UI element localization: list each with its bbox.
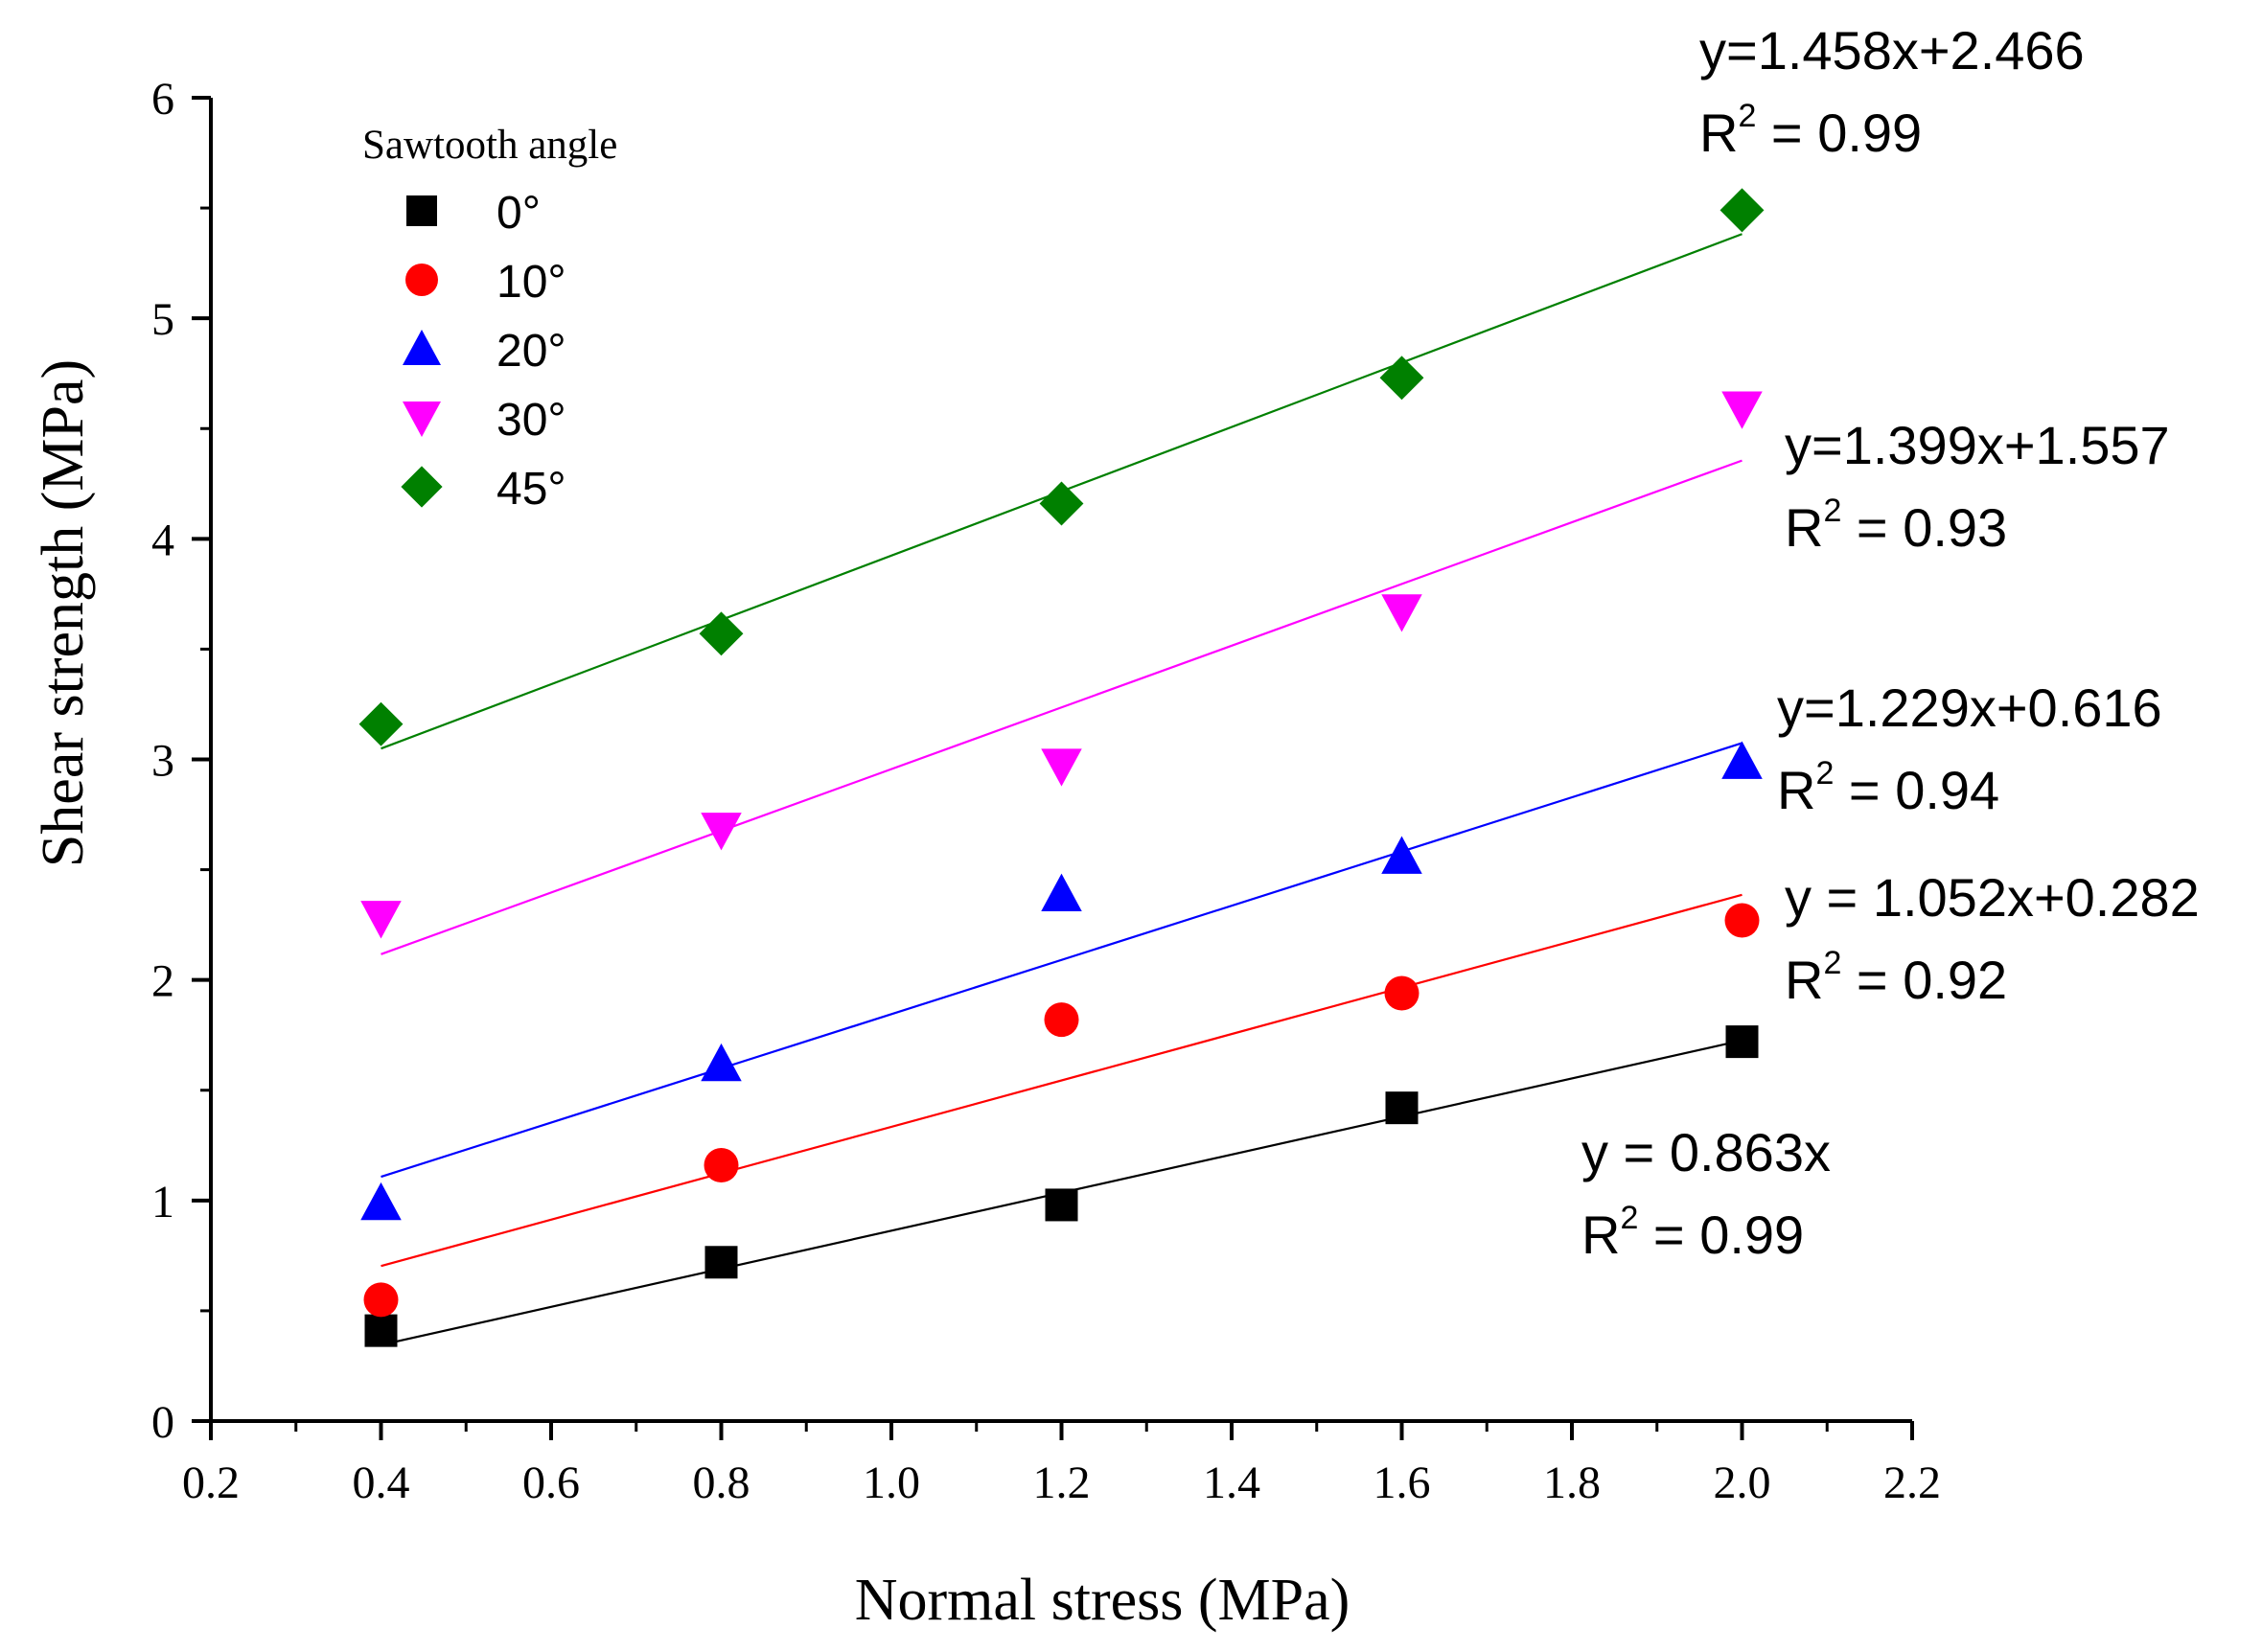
data-point (363, 1282, 399, 1318)
data-point (1379, 356, 1424, 401)
x-tick-label: 1.6 (1373, 1457, 1431, 1508)
data-point (1381, 836, 1422, 874)
fit-line (381, 893, 1743, 1268)
legend-title: Sawtooth angle (362, 123, 617, 168)
y-tick-label: 0 (151, 1397, 174, 1448)
data-point (1041, 748, 1082, 787)
x-tick-label: 1.8 (1543, 1457, 1601, 1508)
x-tick-label: 0.2 (182, 1457, 240, 1508)
legend-marker (403, 330, 441, 365)
data-point (1039, 481, 1084, 526)
fit-equation: y=1.458x+2.466 (1699, 20, 2085, 80)
data-point (1724, 903, 1760, 938)
fit-r-squared: R2 = 0.92 (1785, 945, 2007, 1010)
data-point (704, 1246, 738, 1279)
x-tick-label: 2.0 (1714, 1457, 1771, 1508)
fit-r-squared: R2 = 0.99 (1699, 98, 1922, 163)
legend-marker (401, 466, 443, 508)
x-tick-label: 0.6 (522, 1457, 580, 1508)
data-point (701, 1043, 742, 1082)
fit-r-squared: R2 = 0.99 (1581, 1200, 1804, 1265)
x-tick-label: 0.4 (353, 1457, 410, 1508)
y-tick-label: 5 (151, 294, 174, 345)
data-point (1725, 1025, 1759, 1059)
data-point (358, 701, 404, 746)
fit-r-squared: R2 = 0.94 (1777, 755, 1999, 820)
plot-area: 0.2 0.4 0.6 0.8 1.0 1.2 1.4 1.6 1.8 2.0 2.2 0 1 2 3 4 5 6… (151, 20, 2200, 1508)
legend-marker (405, 264, 438, 296)
y-tick-label: 4 (151, 515, 174, 565)
fit-line (381, 742, 1743, 1179)
x-tick-label: 2.2 (1883, 1457, 1941, 1508)
x-tick-label: 1.2 (1033, 1457, 1091, 1508)
legend-label: 30° (496, 395, 566, 446)
legend-label: 45° (496, 464, 566, 515)
fit-r-squared: R2 = 0.93 (1785, 493, 2007, 558)
x-tick-label: 1.0 (863, 1457, 920, 1508)
y-tick-label: 6 (151, 74, 174, 125)
data-point (1721, 741, 1763, 779)
y-tick-label: 3 (151, 736, 174, 787)
data-point (360, 1182, 402, 1221)
data-point (364, 1314, 398, 1347)
x-tick-label: 1.4 (1203, 1457, 1260, 1508)
legend-label: 20° (496, 326, 566, 377)
data-point (1384, 975, 1420, 1011)
data-point (1721, 391, 1763, 429)
x-tick-label: 0.8 (693, 1457, 750, 1508)
x-axis-label: Normal stress (MPa) (855, 1568, 1350, 1633)
y-axis-label: Shear strength (MPa) (31, 359, 96, 867)
data-point (1720, 188, 1765, 233)
legend-label: 0° (496, 188, 541, 239)
fit-line (381, 459, 1743, 955)
y-tick-label: 1 (151, 1177, 174, 1228)
fit-equation: y = 1.052x+0.282 (1785, 867, 2200, 928)
legend-marker (403, 402, 441, 437)
data-point (699, 611, 744, 656)
fit-equation: y = 0.863x (1581, 1122, 1831, 1182)
y-tick-label: 2 (151, 956, 174, 1007)
data-point (701, 813, 742, 851)
fit-equation: y=1.399x+1.557 (1785, 415, 2170, 475)
fit-equation: y=1.229x+0.616 (1777, 677, 2162, 738)
legend-marker (406, 195, 437, 226)
data-point (360, 901, 402, 939)
data-point (704, 1148, 739, 1183)
data-point (1045, 1188, 1078, 1222)
data-point (1044, 1002, 1079, 1038)
data-point (1381, 594, 1422, 632)
data-point (1041, 873, 1082, 911)
legend-label: 10° (496, 257, 566, 308)
data-point (1385, 1091, 1419, 1125)
